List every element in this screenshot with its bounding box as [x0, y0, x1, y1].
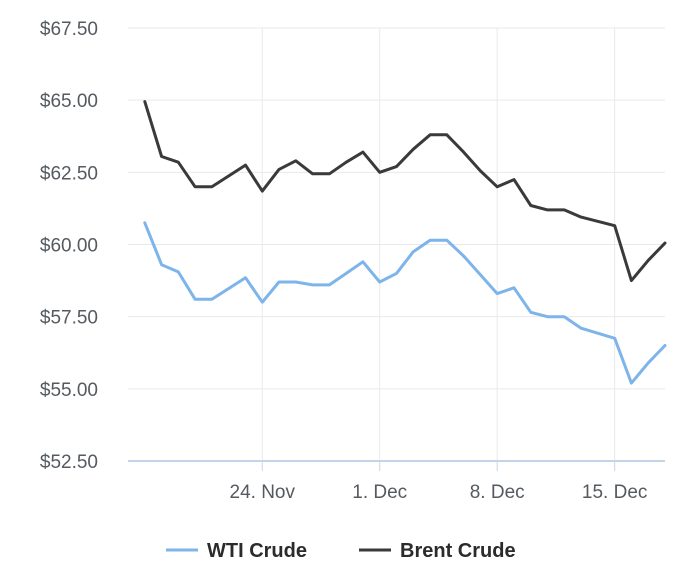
x-tick-label: 24. Nov [230, 482, 296, 503]
legend-label: WTI Crude [207, 540, 307, 562]
horizontal-gridlines [128, 27, 665, 390]
x-tick-label: 1. Dec [352, 482, 407, 503]
legend-item-wti-crude[interactable]: WTI Crude [166, 540, 307, 562]
legend: WTI Crude Brent Crude [166, 540, 516, 562]
series-line-wti-crude [143, 221, 667, 385]
legend-label: Brent Crude [400, 540, 516, 562]
y-tick-label: $62.50 [40, 163, 98, 184]
x-tick-label: 8. Dec [470, 482, 525, 503]
vertical-gridlines [261, 28, 616, 471]
y-tick-label: $60.00 [40, 236, 98, 257]
y-tick-label: $67.50 [40, 19, 98, 40]
y-tick-label: $65.00 [40, 91, 98, 112]
y-tick-label: $57.50 [40, 308, 98, 329]
series-line-brent-crude [143, 100, 667, 283]
y-tick-label: $55.00 [40, 380, 98, 401]
y-tick-label: $52.50 [40, 452, 98, 473]
x-axis-tick-labels: 24. Nov 1. Dec 8. Dec 15. Dec [230, 482, 648, 503]
y-axis-tick-labels: $52.50 $55.00 $57.50 $60.00 $62.50 $65.00 $67.… [40, 19, 98, 473]
x-tick-label: 15. Dec [582, 482, 647, 503]
series-lines [143, 100, 667, 385]
legend-item-brent-crude[interactable]: Brent Crude [359, 540, 516, 562]
